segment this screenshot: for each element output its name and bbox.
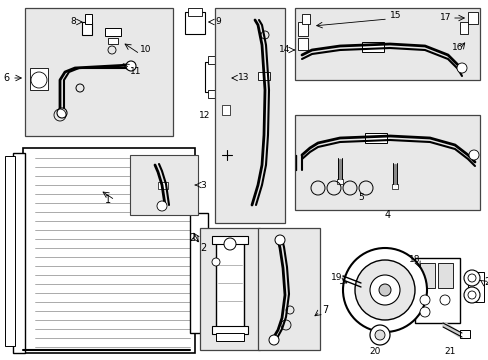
Text: 1: 1	[105, 195, 111, 205]
Text: 4: 4	[384, 210, 390, 220]
Bar	[258, 72, 269, 80]
Bar	[212, 326, 247, 334]
Text: 13: 13	[238, 73, 249, 82]
Bar	[294, 115, 479, 210]
Circle shape	[369, 275, 399, 305]
Text: 8: 8	[70, 18, 76, 27]
Text: 19: 19	[330, 274, 341, 283]
Bar	[336, 179, 342, 184]
Bar	[216, 238, 244, 328]
Text: 22: 22	[483, 277, 488, 287]
Circle shape	[268, 335, 279, 345]
Text: 11: 11	[130, 68, 141, 77]
Text: 12: 12	[198, 111, 209, 120]
Text: 6: 6	[4, 73, 10, 83]
Text: 7: 7	[321, 305, 327, 315]
Bar	[204, 62, 230, 92]
Bar	[187, 8, 202, 16]
Bar	[23, 148, 195, 353]
Bar	[130, 155, 198, 215]
Circle shape	[157, 201, 167, 211]
Bar	[414, 258, 459, 323]
Circle shape	[212, 258, 220, 266]
Text: 2: 2	[188, 233, 195, 243]
Bar	[361, 42, 383, 52]
Circle shape	[456, 63, 466, 73]
Bar	[105, 28, 121, 36]
Bar	[207, 90, 220, 98]
Bar	[184, 12, 204, 34]
Circle shape	[419, 295, 429, 305]
Bar	[467, 12, 477, 24]
Text: 14: 14	[278, 45, 289, 54]
Text: 17: 17	[439, 13, 450, 22]
Circle shape	[57, 108, 67, 118]
Text: 10: 10	[140, 45, 151, 54]
Bar	[158, 182, 168, 189]
Bar	[30, 68, 48, 90]
Bar	[297, 38, 307, 50]
Bar	[459, 330, 469, 338]
Text: 9: 9	[215, 18, 220, 27]
Bar	[5, 156, 15, 346]
Bar	[207, 56, 218, 64]
Bar	[258, 228, 319, 350]
Bar	[13, 153, 25, 353]
Text: 15: 15	[389, 12, 401, 21]
Circle shape	[126, 61, 136, 71]
Text: 5: 5	[357, 194, 363, 202]
Bar	[212, 236, 247, 244]
Circle shape	[31, 72, 47, 88]
Text: 21: 21	[444, 347, 455, 356]
Bar	[215, 8, 285, 223]
Bar	[364, 133, 386, 143]
Bar	[297, 22, 307, 36]
Circle shape	[378, 284, 390, 296]
Bar	[82, 22, 92, 35]
Circle shape	[354, 260, 414, 320]
Circle shape	[468, 150, 478, 160]
Circle shape	[439, 295, 449, 305]
Bar	[222, 105, 229, 115]
Circle shape	[369, 325, 389, 345]
Circle shape	[463, 287, 479, 303]
Circle shape	[419, 307, 429, 317]
Circle shape	[374, 330, 384, 340]
Bar	[459, 22, 467, 34]
Bar	[85, 14, 92, 24]
Bar	[437, 263, 452, 288]
Bar	[190, 213, 207, 333]
Bar	[108, 38, 118, 44]
Text: 16: 16	[451, 44, 463, 53]
Bar	[467, 272, 483, 302]
Circle shape	[463, 270, 479, 286]
Circle shape	[274, 235, 285, 245]
Bar	[200, 228, 260, 350]
Circle shape	[224, 238, 236, 250]
Bar	[25, 8, 173, 136]
Bar	[391, 184, 397, 189]
Bar	[216, 333, 244, 341]
Bar	[419, 263, 434, 288]
Text: 20: 20	[368, 347, 380, 356]
Text: 3: 3	[200, 180, 205, 189]
Circle shape	[342, 248, 426, 332]
Text: 18: 18	[408, 256, 420, 265]
Bar	[294, 8, 479, 80]
Text: 2: 2	[200, 243, 206, 253]
Bar	[302, 14, 309, 24]
